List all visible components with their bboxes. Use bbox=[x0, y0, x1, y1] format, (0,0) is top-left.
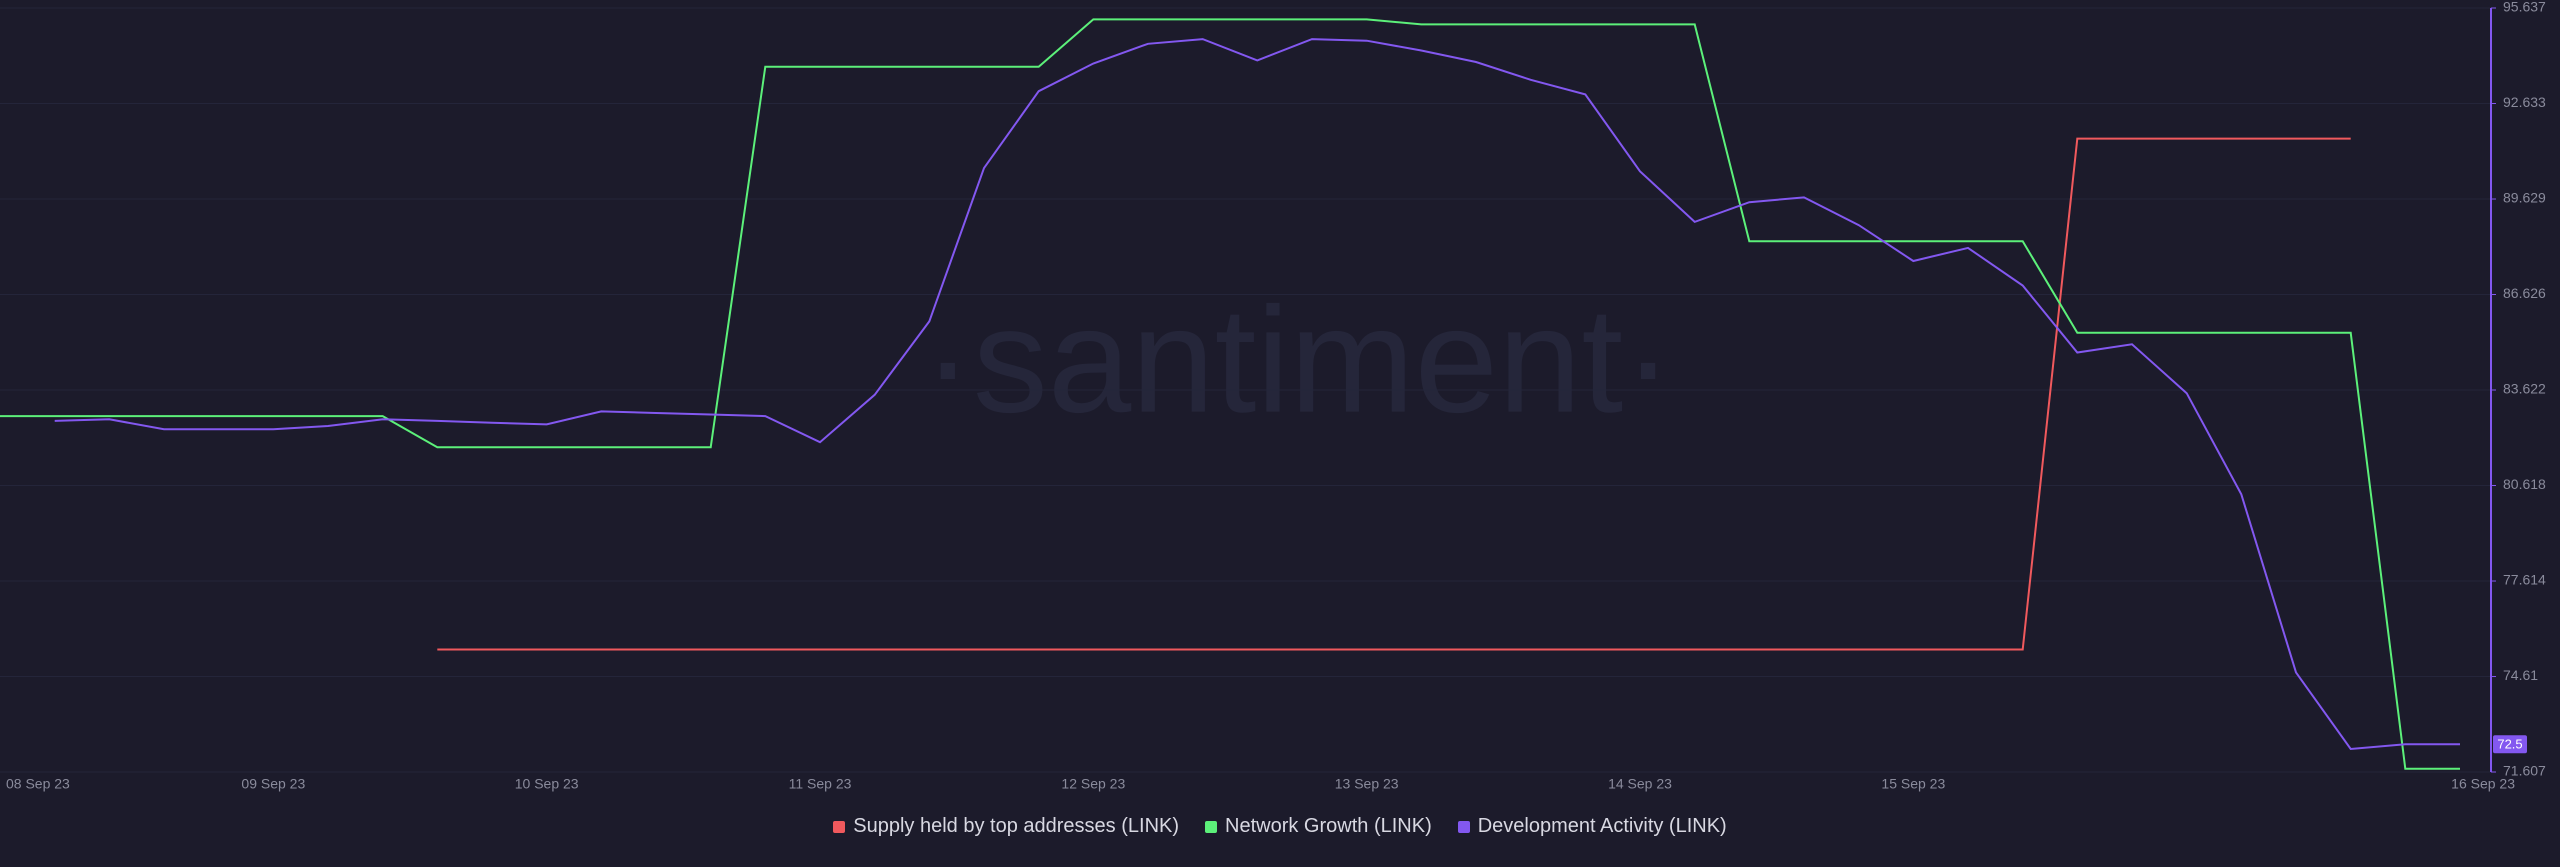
legend-swatch bbox=[1205, 820, 1218, 833]
y-tick-label: 89.629 bbox=[2503, 190, 2546, 206]
series-line bbox=[54, 38, 2460, 751]
x-tick-label: 14 Sep 23 bbox=[1608, 776, 1672, 792]
y-tick-label: 83.622 bbox=[2503, 381, 2546, 397]
legend-label: Development Activity (LINK) bbox=[1477, 815, 1727, 837]
y-tick-label: 80.618 bbox=[2503, 476, 2546, 492]
x-tick-label: 08 Sep 23 bbox=[6, 776, 70, 792]
y-tick-label: 74.61 bbox=[2503, 667, 2538, 683]
x-tick-label: 13 Sep 23 bbox=[1335, 776, 1399, 792]
legend: Supply held by top addresses (LINK) Netwo… bbox=[0, 815, 2560, 838]
x-tick-label: 16 Sep 23 bbox=[2451, 776, 2515, 792]
y-tick-label: 71.607 bbox=[2503, 763, 2546, 779]
x-tick-label: 12 Sep 23 bbox=[1061, 776, 1125, 792]
legend-label: Supply held by top addresses (LINK) bbox=[853, 815, 1180, 837]
legend-item[interactable]: Network Growth (LINK) bbox=[1205, 815, 1432, 838]
y-tick-label: 92.633 bbox=[2503, 94, 2546, 110]
legend-item[interactable]: Supply held by top addresses (LINK) bbox=[833, 815, 1179, 838]
x-tick-label: 11 Sep 23 bbox=[789, 776, 852, 792]
legend-label: Network Growth (LINK) bbox=[1225, 815, 1432, 837]
legend-swatch bbox=[1457, 820, 1470, 833]
series-line bbox=[437, 137, 2351, 651]
x-tick-label: 09 Sep 23 bbox=[241, 776, 305, 792]
legend-swatch bbox=[833, 820, 846, 833]
y-tick-label: 86.626 bbox=[2503, 285, 2546, 301]
series-line bbox=[0, 18, 2460, 770]
watermark: ·santiment· bbox=[923, 276, 1673, 444]
y-tick-label: 77.614 bbox=[2503, 572, 2546, 588]
last-value-label: 72.5 bbox=[2497, 737, 2522, 752]
legend-item[interactable]: Development Activity (LINK) bbox=[1457, 815, 1727, 838]
last-value-badge bbox=[2493, 735, 2527, 754]
x-tick-label: 10 Sep 23 bbox=[515, 776, 579, 792]
x-tick-label: 15 Sep 23 bbox=[1881, 776, 1945, 792]
y-tick-label: 95.637 bbox=[2503, 0, 2546, 15]
